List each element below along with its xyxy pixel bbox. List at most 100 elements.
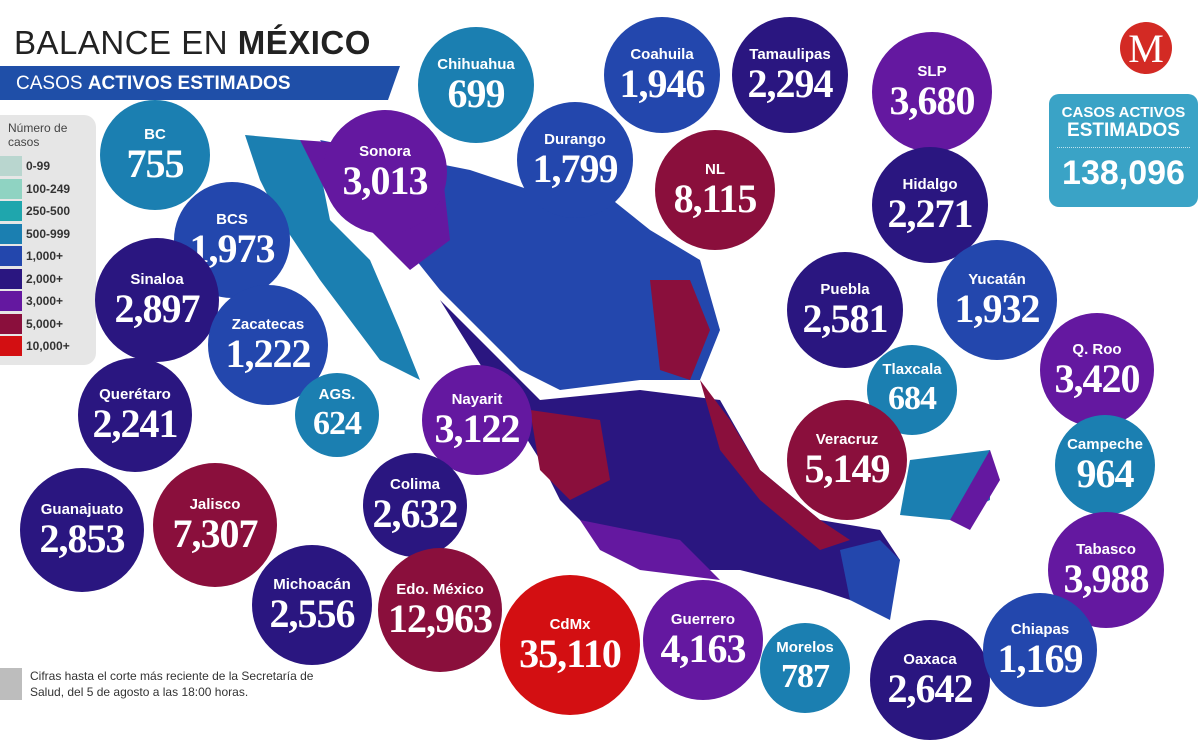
legend-item: 1,000+	[0, 245, 96, 268]
state-circle-tamaulipas: Tamaulipas 2,294	[732, 17, 848, 133]
state-value: 755	[126, 140, 185, 186]
state-value: 5,149	[804, 445, 891, 491]
state-name: Oaxaca	[903, 650, 957, 668]
state-circle-cdmx: CdMx 35,110	[500, 575, 640, 715]
state-value: 3,013	[342, 157, 429, 203]
state-circle-edo-méxico: Edo. México 12,963	[378, 548, 502, 672]
state-value: 35,110	[519, 630, 622, 676]
state-value: 2,632	[372, 490, 459, 536]
state-value: 2,897	[114, 285, 201, 331]
legend-item: 5,000+	[0, 313, 96, 336]
state-name: Jalisco	[189, 495, 241, 513]
state-name: BC	[144, 125, 166, 143]
state-name: Morelos	[776, 638, 834, 656]
legend-item: 10,000+	[0, 335, 96, 358]
state-name: Michoacán	[273, 575, 351, 593]
legend-label: 100-249	[26, 181, 71, 196]
state-value: 2,294	[747, 60, 834, 106]
state-circle-colima: Colima 2,632	[363, 453, 467, 557]
state-name: Hidalgo	[902, 175, 958, 193]
state-name: Puebla	[820, 280, 870, 298]
state-value: 7,307	[172, 510, 259, 556]
legend-label: 10,000+	[26, 339, 70, 354]
state-circle-michoacán: Michoacán 2,556	[252, 545, 372, 665]
state-value: 12,963	[388, 595, 493, 641]
state-value: 8,115	[673, 175, 758, 221]
state-circle-nayarit: Nayarit 3,122	[422, 365, 532, 475]
map-center	[440, 300, 900, 610]
state-name: Edo. México	[396, 580, 484, 598]
state-value: 684	[888, 379, 937, 417]
state-name: Guanajuato	[40, 500, 124, 518]
state-value: 3,122	[434, 405, 521, 451]
legend-title: Número de casos	[8, 121, 68, 149]
total-value: 138,096	[1062, 154, 1185, 192]
map-guerrero	[580, 520, 720, 580]
total-box: CASOS ACTIVOS ESTIMADOS 138,096	[1049, 94, 1198, 207]
state-name: Veracruz	[815, 430, 879, 448]
map-chiapas	[840, 540, 900, 620]
title-light: BALANCE EN	[14, 24, 238, 61]
state-value: 1,799	[532, 145, 619, 191]
state-value: 3,988	[1063, 555, 1150, 601]
legend-swatch	[0, 156, 22, 177]
state-name: Sinaloa	[130, 270, 184, 288]
state-circle-campeche: Campeche 964	[1055, 415, 1155, 515]
map-northwest	[245, 135, 420, 380]
map-jalisco	[530, 410, 610, 500]
state-value: 4,163	[660, 625, 747, 671]
state-name: Sonora	[359, 142, 411, 160]
state-circle-ags-: AGS. 624	[295, 373, 379, 457]
state-value: 2,642	[887, 665, 974, 711]
title-bold: MÉXICO	[237, 24, 371, 61]
state-name: AGS.	[318, 385, 356, 403]
state-circle-jalisco: Jalisco 7,307	[153, 463, 277, 587]
state-circle-bc: BC 755	[100, 100, 210, 210]
legend-label: 1,000+	[26, 249, 64, 264]
state-value: 1,946	[619, 60, 706, 106]
legend-swatch	[0, 268, 22, 289]
legend-label: 500-999	[26, 226, 71, 241]
state-circle-guanajuato: Guanajuato 2,853	[20, 468, 144, 592]
state-circle-q-roo: Q. Roo 3,420	[1040, 313, 1154, 427]
map-veracruz	[700, 380, 850, 550]
state-name: CdMx	[549, 615, 591, 633]
state-value: 624	[313, 404, 362, 442]
milenio-logo: M	[1120, 22, 1172, 74]
legend-swatch	[0, 201, 22, 222]
state-circle-morelos: Morelos 787	[760, 623, 850, 713]
state-circle-querétaro: Querétaro 2,241	[78, 358, 192, 472]
state-circle-hidalgo: Hidalgo 2,271	[872, 147, 988, 263]
state-circle-veracruz: Veracruz 5,149	[787, 400, 907, 520]
state-circle-slp: SLP 3,680	[872, 32, 992, 152]
state-value: 3,680	[889, 77, 976, 123]
state-circle-chihuahua: Chihuahua 699	[418, 27, 534, 143]
total-label-1: CASOS ACTIVOS	[1061, 104, 1186, 121]
state-name: Tamaulipas	[749, 45, 831, 63]
state-circle-sonora: Sonora 3,013	[323, 110, 447, 234]
state-value: 2,241	[92, 400, 179, 446]
legend-swatch	[0, 336, 22, 357]
legend-label: 2,000+	[26, 271, 64, 286]
state-circle-yucatán: Yucatán 1,932	[937, 240, 1057, 360]
state-circle-chiapas: Chiapas 1,169	[983, 593, 1097, 707]
state-name: Guerrero	[670, 610, 736, 628]
state-value: 787	[781, 657, 830, 695]
state-value: 964	[1076, 450, 1135, 496]
legend-item: 500-999	[0, 223, 96, 246]
legend-label: 5,000+	[26, 316, 64, 331]
state-name: Querétaro	[99, 385, 171, 403]
legend-label: 3,000+	[26, 294, 64, 309]
legend-swatch	[0, 291, 22, 312]
state-name: Nayarit	[451, 390, 503, 408]
subtitle-bar: CASOS ACTIVOS ESTIMADOS	[0, 66, 400, 100]
legend-swatch	[0, 178, 22, 199]
legend-swatch	[0, 313, 22, 334]
state-name: Coahuila	[630, 45, 694, 63]
state-value: 1,932	[954, 285, 1041, 331]
state-name: BCS	[216, 210, 248, 228]
state-name: Tlaxcala	[882, 360, 942, 378]
footnote: Cifras hasta el corte más reciente de la…	[0, 668, 340, 700]
legend-item: 0-99	[0, 155, 96, 178]
legend: Número de casos 0-99 100-249 250-500 500-99…	[0, 115, 96, 365]
